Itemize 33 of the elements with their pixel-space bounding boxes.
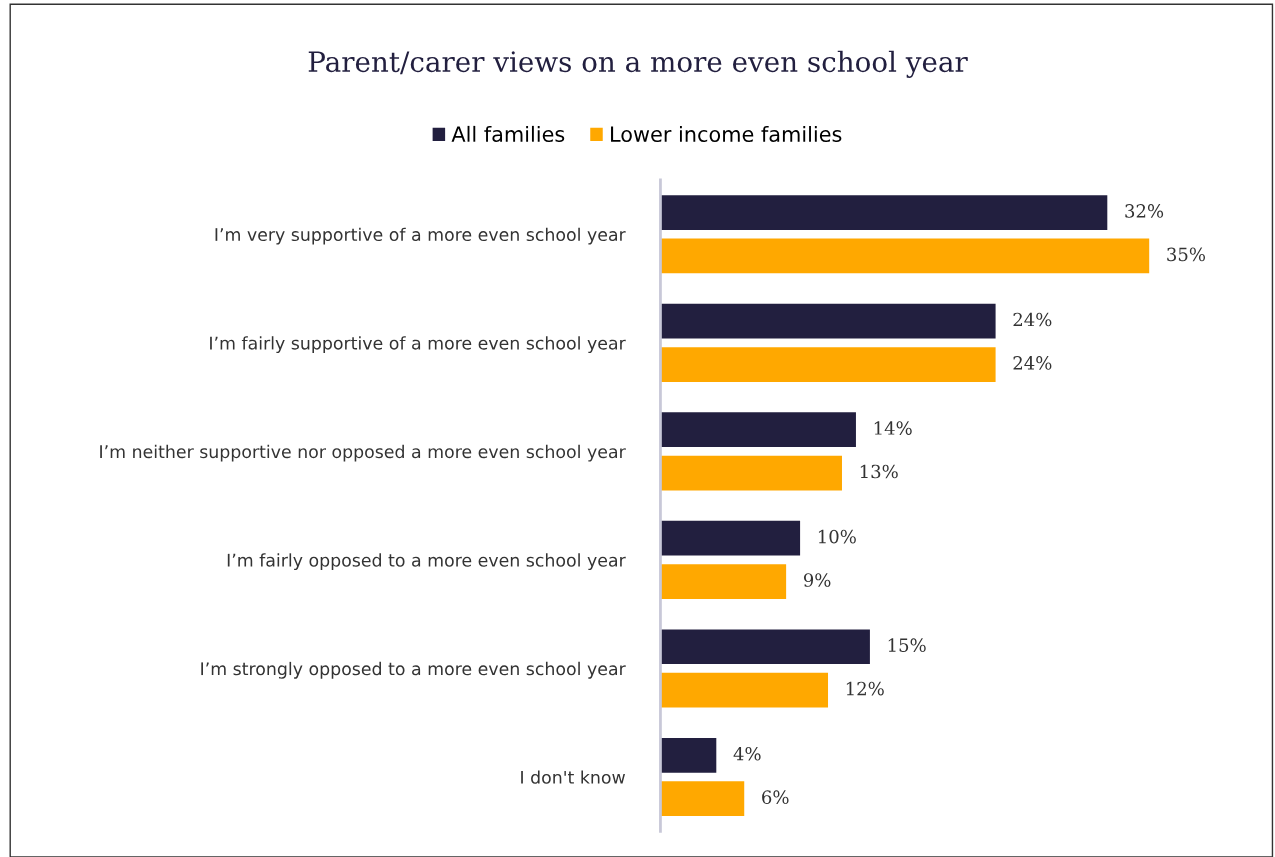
y-tick-label: I’m strongly opposed to a more even school year bbox=[201, 661, 626, 679]
data-label: 35% bbox=[1167, 247, 1205, 262]
data-label: 9% bbox=[803, 573, 831, 587]
data-label: 6% bbox=[762, 790, 789, 804]
data-label: 13% bbox=[860, 464, 898, 479]
data-label: 10% bbox=[818, 529, 856, 544]
data-label: 12% bbox=[846, 681, 884, 696]
y-tick-label: I’m neither supportive nor opposed a more even school year bbox=[100, 444, 626, 462]
bar bbox=[660, 672, 829, 708]
bar bbox=[660, 564, 787, 599]
bar bbox=[660, 629, 870, 665]
bar bbox=[660, 455, 842, 491]
y-tick-label: I’m fairly supportive of a more even school year bbox=[210, 336, 626, 354]
bar bbox=[660, 781, 745, 817]
data-label: 32% bbox=[1125, 204, 1164, 218]
y-tick-label: I’m fairly opposed to a more even school year bbox=[227, 553, 626, 571]
bar bbox=[660, 303, 996, 339]
legend-label: Lower income families bbox=[611, 125, 842, 142]
data-label: 15% bbox=[888, 638, 926, 652]
bar bbox=[660, 238, 1150, 274]
bar bbox=[660, 412, 856, 448]
bar bbox=[660, 737, 717, 773]
bar bbox=[660, 195, 1108, 230]
bar bbox=[660, 520, 801, 556]
y-tick-label: I’m very supportive of a more even school year bbox=[215, 227, 626, 245]
legend-label: All families bbox=[451, 125, 565, 142]
data-label: 4% bbox=[733, 746, 761, 761]
y-tick-label: I don't know bbox=[521, 770, 625, 784]
data-label: 24% bbox=[1013, 312, 1052, 327]
bar bbox=[660, 347, 996, 382]
data-label: 24% bbox=[1013, 356, 1052, 370]
data-label: 14% bbox=[874, 421, 912, 435]
chart-title: Parent/carer views on a more even school year bbox=[308, 50, 968, 78]
